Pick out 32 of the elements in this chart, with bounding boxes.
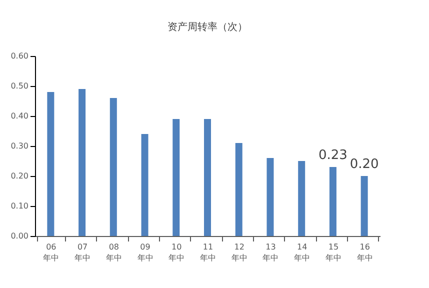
data-label: 0.23 bbox=[318, 148, 348, 163]
y-tick-label: 0.20 bbox=[10, 172, 28, 180]
chart-title: 资产周转率（次） bbox=[168, 21, 248, 33]
y-tick-label: 0.00 bbox=[10, 232, 28, 240]
data-label: 0.20 bbox=[350, 157, 379, 172]
bar bbox=[78, 89, 86, 236]
bar bbox=[47, 92, 54, 236]
x-tick-label: 13 年中 bbox=[262, 242, 279, 262]
x-tick-label: 10 年中 bbox=[168, 242, 185, 262]
bar bbox=[266, 158, 274, 236]
x-tick-label: 11 年中 bbox=[200, 242, 216, 262]
bar bbox=[204, 119, 211, 236]
x-tick-label: 09 年中 bbox=[137, 242, 154, 262]
x-tick-label: 15 年中 bbox=[325, 242, 342, 262]
x-tick-label: 14 年中 bbox=[294, 242, 310, 262]
bar bbox=[298, 161, 306, 236]
y-tick-label: 0.50 bbox=[10, 82, 28, 90]
x-tick-label: 12 年中 bbox=[231, 242, 248, 262]
x-tick-label: 08 年中 bbox=[106, 242, 122, 262]
y-tick-label: 0.40 bbox=[10, 112, 28, 120]
bar bbox=[360, 176, 368, 236]
y-tick-label: 0.30 bbox=[10, 142, 28, 150]
x-tick-label: 06 年中 bbox=[43, 242, 60, 262]
bar bbox=[172, 119, 180, 236]
y-tick-label: 0.60 bbox=[10, 52, 28, 60]
bar bbox=[329, 167, 336, 236]
bar bbox=[235, 143, 242, 236]
x-tick-label: 07 年中 bbox=[74, 242, 91, 262]
bar bbox=[110, 98, 117, 236]
y-tick-label: 0.10 bbox=[10, 202, 28, 210]
bar bbox=[141, 134, 148, 236]
x-tick-label: 16 年中 bbox=[356, 242, 373, 262]
